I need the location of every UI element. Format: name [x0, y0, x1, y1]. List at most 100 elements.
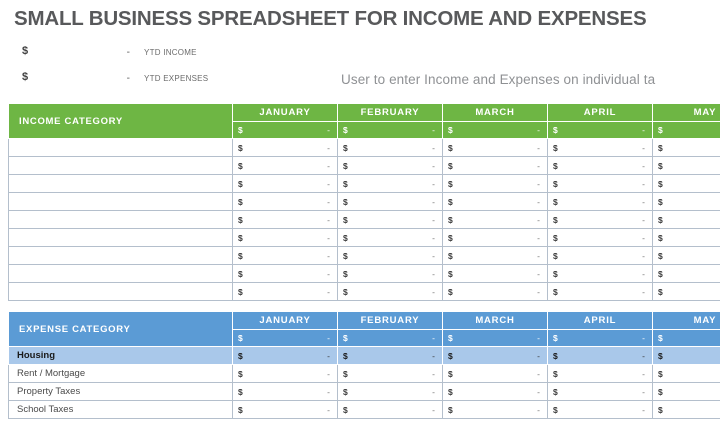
expense-category-cell[interactable]: Rent / Mortgage: [8, 364, 233, 383]
expense-total-march[interactable]: $ -: [442, 329, 548, 347]
income-cell-3-january[interactable]: $ -: [232, 192, 338, 211]
expense-category-cell[interactable]: Property Taxes: [8, 382, 233, 401]
income-cell-6-april[interactable]: $ -: [547, 246, 653, 265]
income-total-february[interactable]: $ -: [337, 121, 443, 139]
income-cell-2-january[interactable]: $ -: [232, 174, 338, 193]
income-cell-2-may[interactable]: $-: [652, 174, 720, 193]
income-cell-6-march[interactable]: $ -: [442, 246, 548, 265]
income-month-header-april[interactable]: APRIL: [547, 103, 653, 122]
income-category-cell[interactable]: [8, 246, 233, 265]
table-row: $-$-$-$-$-: [8, 156, 720, 175]
income-cell-5-april[interactable]: $ -: [547, 228, 653, 247]
income-category-cell[interactable]: [8, 228, 233, 247]
income-category-cell[interactable]: [8, 156, 233, 175]
expense-cell-1-march[interactable]: $ -: [442, 364, 548, 383]
income-month-header-january[interactable]: JANUARY: [232, 103, 338, 122]
income-cell-3-may[interactable]: $-: [652, 192, 720, 211]
income-cell-6-february[interactable]: $ -: [337, 246, 443, 265]
income-total-april[interactable]: $ -: [547, 121, 653, 139]
expense-cell-3-march[interactable]: $ -: [442, 400, 548, 419]
expense-cell-0-february[interactable]: $ -: [337, 346, 443, 365]
income-cell-5-march[interactable]: $ -: [442, 228, 548, 247]
income-cell-0-april[interactable]: $ -: [547, 138, 653, 157]
income-cell-0-february[interactable]: $ -: [337, 138, 443, 157]
income-category-cell[interactable]: [8, 210, 233, 229]
income-month-header-february[interactable]: FEBRUARY: [337, 103, 443, 122]
income-cell-1-january[interactable]: $ -: [232, 156, 338, 175]
expense-cell-2-january[interactable]: $ -: [232, 382, 338, 401]
income-total-january[interactable]: $ -: [232, 121, 338, 139]
expense-cell-2-february[interactable]: $ -: [337, 382, 443, 401]
income-cell-1-april[interactable]: $ -: [547, 156, 653, 175]
currency-symbol: $: [553, 178, 558, 189]
expense-cell-2-march[interactable]: $ -: [442, 382, 548, 401]
income-cell-0-january[interactable]: $ -: [232, 138, 338, 157]
income-cell-7-february[interactable]: $ -: [337, 264, 443, 283]
income-category-cell[interactable]: [8, 192, 233, 211]
income-cell-7-january[interactable]: $ -: [232, 264, 338, 283]
income-cell-8-march[interactable]: $ -: [442, 282, 548, 301]
income-cell-7-april[interactable]: $ -: [547, 264, 653, 283]
income-cell-8-february[interactable]: $ -: [337, 282, 443, 301]
income-cell-2-february[interactable]: $ -: [337, 174, 443, 193]
expense-month-header-february[interactable]: FEBRUARY: [337, 311, 443, 330]
income-cell-4-april[interactable]: $ -: [547, 210, 653, 229]
expense-cell-2-may[interactable]: $-: [652, 382, 720, 401]
income-cell-8-may[interactable]: $-: [652, 282, 720, 301]
income-cell-5-may[interactable]: $-: [652, 228, 720, 247]
income-cell-8-january[interactable]: $ -: [232, 282, 338, 301]
income-cell-1-february[interactable]: $ -: [337, 156, 443, 175]
income-cell-2-april[interactable]: $ -: [547, 174, 653, 193]
expense-cell-0-may[interactable]: $-: [652, 346, 720, 365]
expense-cell-3-april[interactable]: $ -: [547, 400, 653, 419]
expense-month-header-january[interactable]: JANUARY: [232, 311, 338, 330]
expense-total-january[interactable]: $ -: [232, 329, 338, 347]
income-cell-1-may[interactable]: $-: [652, 156, 720, 175]
income-month-header-may[interactable]: MAY: [652, 103, 720, 122]
expense-cell-1-may[interactable]: $-: [652, 364, 720, 383]
expense-cell-1-april[interactable]: $ -: [547, 364, 653, 383]
income-cell-6-january[interactable]: $ -: [232, 246, 338, 265]
expense-category-cell[interactable]: School Taxes: [8, 400, 233, 419]
expense-cell-1-january[interactable]: $ -: [232, 364, 338, 383]
income-category-cell[interactable]: [8, 264, 233, 283]
income-cell-4-may[interactable]: $-: [652, 210, 720, 229]
income-cell-1-march[interactable]: $ -: [442, 156, 548, 175]
income-cell-7-march[interactable]: $ -: [442, 264, 548, 283]
income-cell-2-march[interactable]: $ -: [442, 174, 548, 193]
income-cell-0-may[interactable]: $-: [652, 138, 720, 157]
income-cell-6-may[interactable]: $-: [652, 246, 720, 265]
income-cell-3-march[interactable]: $ -: [442, 192, 548, 211]
income-category-cell[interactable]: [8, 282, 233, 301]
expense-month-header-march[interactable]: MARCH: [442, 311, 548, 330]
income-cell-3-february[interactable]: $ -: [337, 192, 443, 211]
expense-cell-3-may[interactable]: $-: [652, 400, 720, 419]
expense-total-april[interactable]: $ -: [547, 329, 653, 347]
expense-cell-0-april[interactable]: $ -: [547, 346, 653, 365]
expense-cell-0-march[interactable]: $ -: [442, 346, 548, 365]
income-total-may[interactable]: $-: [652, 121, 720, 139]
income-cell-7-may[interactable]: $-: [652, 264, 720, 283]
expense-cell-3-february[interactable]: $ -: [337, 400, 443, 419]
expense-section-label[interactable]: Housing: [8, 346, 233, 365]
expense-month-header-april[interactable]: APRIL: [547, 311, 653, 330]
income-category-cell[interactable]: [8, 138, 233, 157]
expense-cell-1-february[interactable]: $ -: [337, 364, 443, 383]
income-cell-3-april[interactable]: $ -: [547, 192, 653, 211]
income-cell-5-february[interactable]: $ -: [337, 228, 443, 247]
income-cell-5-january[interactable]: $ -: [232, 228, 338, 247]
income-cell-8-april[interactable]: $ -: [547, 282, 653, 301]
expense-cell-0-january[interactable]: $ -: [232, 346, 338, 365]
income-cell-4-march[interactable]: $ -: [442, 210, 548, 229]
income-cell-4-february[interactable]: $ -: [337, 210, 443, 229]
income-cell-0-march[interactable]: $ -: [442, 138, 548, 157]
income-category-cell[interactable]: [8, 174, 233, 193]
expense-total-february[interactable]: $ -: [337, 329, 443, 347]
income-month-header-march[interactable]: MARCH: [442, 103, 548, 122]
expense-cell-2-april[interactable]: $ -: [547, 382, 653, 401]
income-cell-4-january[interactable]: $ -: [232, 210, 338, 229]
income-total-march[interactable]: $ -: [442, 121, 548, 139]
expense-month-header-may[interactable]: MAY: [652, 311, 720, 330]
expense-total-may[interactable]: $-: [652, 329, 720, 347]
expense-cell-3-january[interactable]: $ -: [232, 400, 338, 419]
